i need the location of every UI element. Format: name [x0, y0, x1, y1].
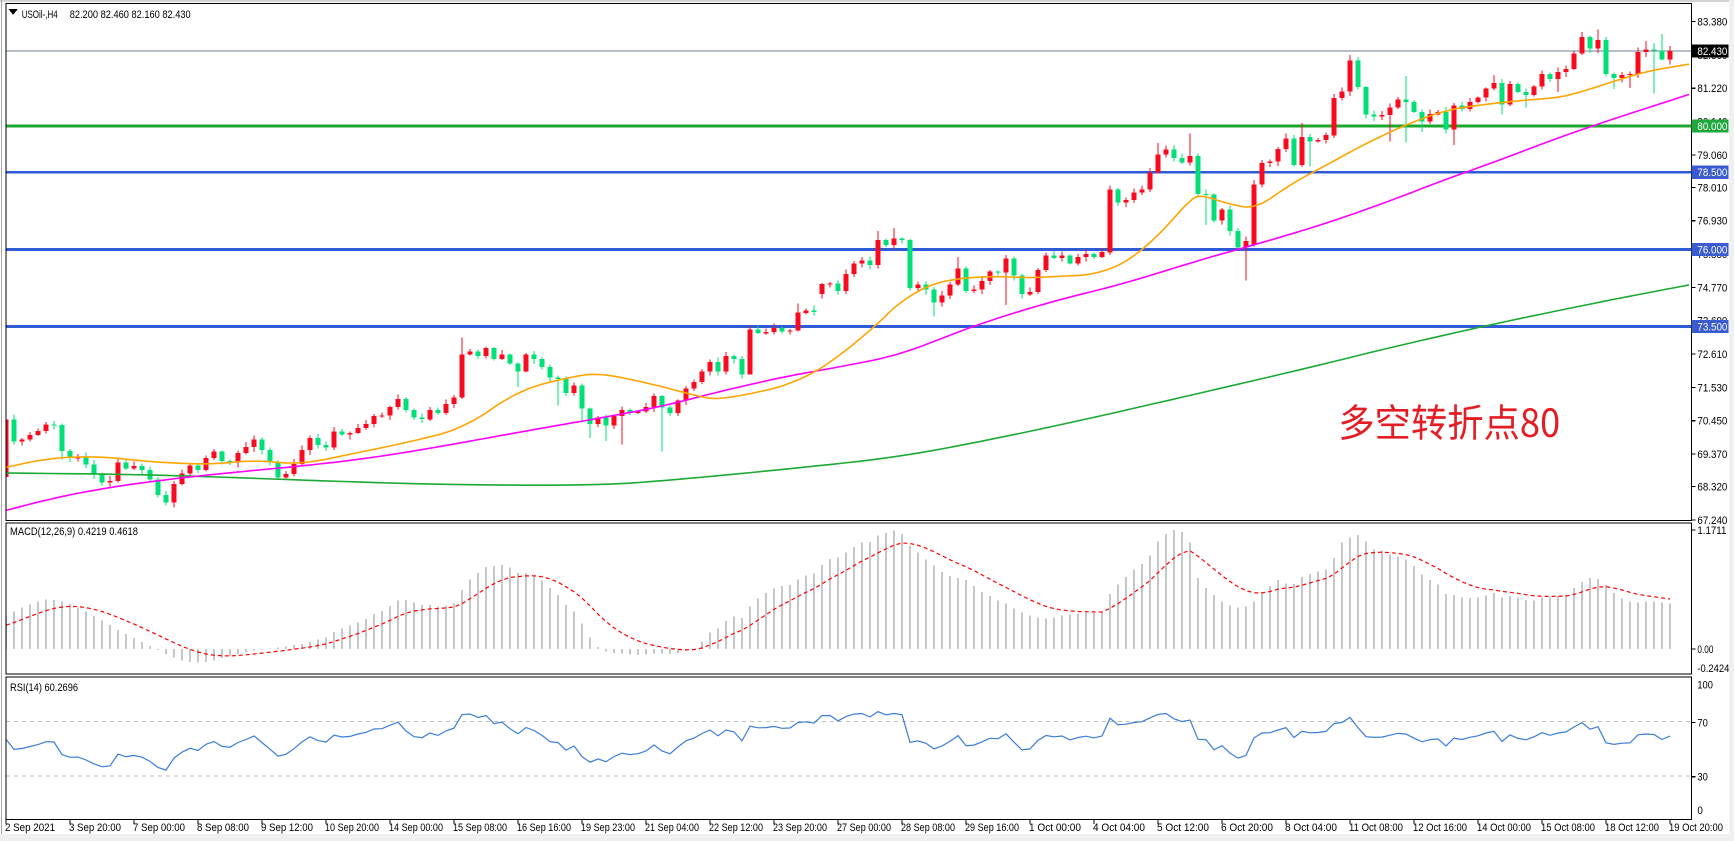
svg-text:70: 70 — [1697, 717, 1708, 729]
svg-text:100: 100 — [1697, 680, 1713, 692]
svg-text:10 Sep 20:00: 10 Sep 20:00 — [325, 822, 379, 834]
svg-text:74.770: 74.770 — [1697, 282, 1727, 294]
svg-text:78.010: 78.010 — [1697, 182, 1727, 194]
svg-text:1.1711: 1.1711 — [1697, 525, 1726, 537]
svg-text:RSI(14) 60.2696: RSI(14) 60.2696 — [10, 682, 78, 694]
svg-text:15 Sep 08:00: 15 Sep 08:00 — [453, 822, 507, 834]
svg-text:80.000: 80.000 — [1697, 121, 1727, 133]
svg-text:76.000: 76.000 — [1697, 244, 1727, 256]
svg-text:14 Sep 00:00: 14 Sep 00:00 — [389, 822, 443, 834]
svg-text:72.610: 72.610 — [1697, 349, 1727, 361]
svg-text:18 Oct 12:00: 18 Oct 12:00 — [1605, 822, 1659, 834]
svg-text:81.220: 81.220 — [1697, 83, 1727, 95]
svg-text:23 Sep 20:00: 23 Sep 20:00 — [773, 822, 827, 834]
svg-text:11 Oct 08:00: 11 Oct 08:00 — [1349, 822, 1403, 834]
svg-text:78.500: 78.500 — [1697, 167, 1727, 179]
svg-text:83.380: 83.380 — [1697, 17, 1727, 29]
svg-text:67.240: 67.240 — [1697, 515, 1727, 527]
svg-text:79.060: 79.060 — [1697, 150, 1727, 162]
svg-text:8 Sep 08:00: 8 Sep 08:00 — [197, 822, 249, 834]
svg-text:15 Oct 08:00: 15 Oct 08:00 — [1541, 822, 1595, 834]
svg-text:14 Oct 00:00: 14 Oct 00:00 — [1477, 822, 1531, 834]
svg-text:5 Oct 12:00: 5 Oct 12:00 — [1157, 822, 1209, 834]
svg-text:1 Oct 00:00: 1 Oct 00:00 — [1029, 822, 1081, 834]
svg-text:82.200 82.460 82.160 82.430: 82.200 82.460 82.160 82.430 — [70, 9, 191, 21]
svg-text:8 Oct 04:00: 8 Oct 04:00 — [1285, 822, 1337, 834]
svg-text:2 Sep 2021: 2 Sep 2021 — [5, 822, 55, 834]
svg-text:0.00: 0.00 — [1697, 644, 1713, 656]
svg-text:19 Sep 23:00: 19 Sep 23:00 — [581, 822, 635, 834]
svg-text:3 Sep 20:00: 3 Sep 20:00 — [69, 822, 121, 834]
svg-text:19 Oct 20:00: 19 Oct 20:00 — [1669, 822, 1723, 834]
svg-text:29 Sep 16:00: 29 Sep 16:00 — [965, 822, 1019, 834]
svg-text:68.320: 68.320 — [1697, 482, 1727, 494]
svg-text:12 Oct 16:00: 12 Oct 16:00 — [1413, 822, 1467, 834]
svg-text:82.430: 82.430 — [1697, 46, 1727, 58]
svg-text:6 Oct 20:00: 6 Oct 20:00 — [1221, 822, 1273, 834]
svg-text:70.450: 70.450 — [1697, 416, 1727, 428]
svg-text:76.930: 76.930 — [1697, 216, 1727, 228]
svg-text:USOil-,H4: USOil-,H4 — [22, 9, 58, 21]
svg-text:MACD(12,26,9) 0.4219 0.4618: MACD(12,26,9) 0.4219 0.4618 — [10, 526, 138, 538]
svg-text:21 Sep 04:00: 21 Sep 04:00 — [645, 822, 699, 834]
svg-text:7 Sep 00:00: 7 Sep 00:00 — [133, 822, 185, 834]
svg-text:27 Sep 00:00: 27 Sep 00:00 — [837, 822, 891, 834]
svg-text:69.370: 69.370 — [1697, 449, 1727, 461]
svg-text:-0.2424: -0.2424 — [1697, 663, 1729, 675]
svg-text:30: 30 — [1697, 772, 1708, 784]
svg-text:16 Sep 16:00: 16 Sep 16:00 — [517, 822, 571, 834]
svg-text:0: 0 — [1697, 805, 1703, 817]
svg-text:22 Sep 12:00: 22 Sep 12:00 — [709, 822, 763, 834]
svg-text:71.530: 71.530 — [1697, 382, 1727, 394]
svg-text:28 Sep 08:00: 28 Sep 08:00 — [901, 822, 955, 834]
svg-text:9 Sep 12:00: 9 Sep 12:00 — [261, 822, 313, 834]
svg-text:73.500: 73.500 — [1697, 322, 1727, 334]
svg-text:4 Oct 04:00: 4 Oct 04:00 — [1093, 822, 1145, 834]
